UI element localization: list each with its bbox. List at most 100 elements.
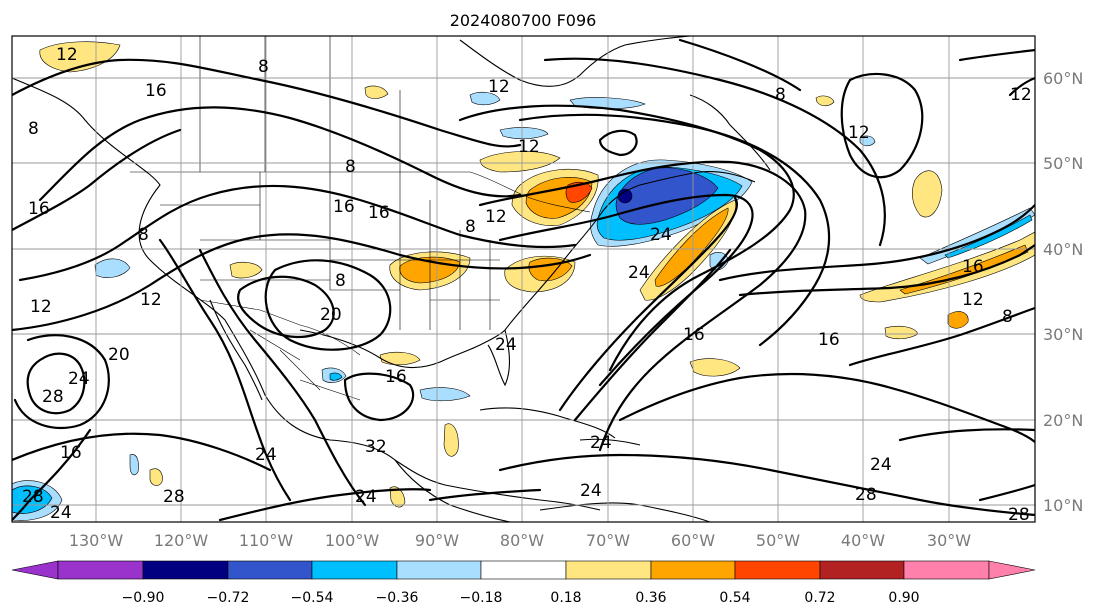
positive-anomaly-atlantic-band-mid	[654, 207, 729, 287]
negative-patch-1	[94, 258, 131, 278]
colorbar-segment	[819, 560, 905, 580]
positive-patch-12	[149, 468, 163, 486]
contour-label: 8	[345, 157, 356, 177]
lat-label: 60°N	[1043, 69, 1083, 88]
contour-label: 16	[818, 330, 840, 350]
negative-patch-4-core	[329, 372, 343, 381]
contour-label: 28	[42, 387, 64, 407]
contour-lines	[12, 38, 1035, 522]
contour-label: 24	[68, 369, 90, 389]
positive-patch-7	[689, 358, 741, 377]
contour-label: 24	[580, 481, 602, 501]
positive-patch-3	[229, 261, 263, 279]
contour-label: 24	[355, 487, 377, 507]
border-canada-usa	[130, 171, 591, 213]
latitude-labels: 60°N 50°N 40°N 30°N 20°N 10°N	[1043, 69, 1083, 515]
lat-label: 10°N	[1043, 496, 1083, 515]
contour-labels: 12 16 8 16 8 12 8 12 16 12 20 28 24 16 8…	[22, 45, 1032, 525]
contour-label: 24	[590, 433, 612, 453]
coastline-east	[504, 171, 756, 331]
lon-label: 90°W	[415, 531, 459, 550]
lon-label: 50°W	[756, 531, 800, 550]
positive-patch-9	[947, 311, 969, 329]
border-states-2	[259, 172, 431, 330]
contour-label: 12	[140, 290, 162, 310]
contour-label: 12	[848, 123, 870, 143]
map-panel: 12 16 8 16 8 12 8 12 16 12 20 28 24 16 8…	[12, 36, 1035, 525]
colorbar-segment	[650, 560, 736, 580]
contour-label: 8	[465, 217, 476, 237]
colorbar-segment	[142, 560, 229, 580]
coastline-labrador	[689, 94, 771, 171]
colorbar-extend-high	[988, 560, 1036, 580]
colorbar-segment	[227, 560, 313, 580]
colorbar	[11, 560, 1036, 580]
colorbar-segment	[57, 560, 144, 580]
border-states-3	[200, 239, 500, 281]
positive-patch-5	[443, 423, 459, 457]
contour-label: 8	[335, 271, 346, 291]
contour-label: 24	[255, 445, 277, 465]
contour-label: 16	[145, 81, 167, 101]
contour-label: 28	[22, 487, 44, 507]
negative-patch-3	[499, 127, 549, 140]
contour-label: 16	[368, 203, 390, 223]
colorbar-segment	[396, 560, 482, 580]
colorbar-tick: −0.36	[376, 590, 419, 606]
positive-anomaly-east-atlantic-mid	[899, 244, 1029, 295]
contour-label: 16	[683, 325, 705, 345]
lon-label: 70°W	[586, 531, 630, 550]
colorbar-tick: 0.54	[719, 590, 750, 606]
contour-label: 24	[628, 263, 650, 283]
colorbar-tick: −0.18	[460, 590, 503, 606]
colorbar-tick: 0.18	[550, 590, 581, 606]
contour-label: 28	[855, 485, 877, 505]
contour-label: 12	[1010, 85, 1032, 105]
contour-label: 24	[870, 455, 892, 475]
colorbar-extend-low	[11, 560, 59, 580]
lon-label: 40°W	[841, 531, 885, 550]
colorbar-segment	[903, 560, 990, 580]
coastline-baja	[209, 299, 263, 401]
positive-patch-4	[379, 351, 421, 366]
contour-label: 8	[1002, 307, 1013, 327]
map-title: 2024080700 F096	[450, 11, 597, 30]
contour-label: 32	[365, 437, 387, 457]
lon-label: 60°W	[671, 531, 715, 550]
coastline-hudson	[459, 36, 691, 87]
shaded-anomalies	[12, 41, 1035, 521]
contour-label: 12	[962, 290, 984, 310]
colorbar-segment	[565, 560, 652, 580]
contour-label: 12	[485, 207, 507, 227]
colorbar-tick: −0.90	[122, 590, 165, 606]
contour-label: 24	[495, 335, 517, 355]
lon-label: 120°W	[154, 531, 209, 550]
positive-patch-6	[389, 486, 406, 508]
colorbar-tick: 0.36	[635, 590, 666, 606]
lat-label: 20°N	[1043, 411, 1083, 430]
lon-label: 80°W	[500, 531, 544, 550]
lat-label: 30°N	[1043, 325, 1083, 344]
positive-anomaly-greatlakes	[479, 151, 561, 173]
political-borders	[120, 36, 591, 401]
contour-label: 24	[50, 503, 72, 523]
graticule	[12, 36, 1035, 522]
colorbar-tick: −0.54	[291, 590, 334, 606]
border-mexico-states	[249, 329, 361, 401]
lat-label: 50°N	[1043, 154, 1083, 173]
lon-label: 130°W	[69, 531, 124, 550]
contour-label: 12	[518, 137, 540, 157]
negative-patch-8	[469, 91, 501, 106]
map-frame	[11, 35, 1036, 523]
negative-patch-5	[419, 387, 471, 402]
contour-label: 8	[258, 57, 269, 77]
contour-label: 16	[333, 197, 355, 217]
colorbar-segment	[480, 560, 567, 580]
coastline-hispaniola	[579, 438, 641, 446]
contour-label: 28	[1008, 505, 1030, 525]
negative-patch-10	[129, 454, 139, 476]
positive-patch-1	[911, 170, 943, 218]
contour-label: 16	[28, 199, 50, 219]
